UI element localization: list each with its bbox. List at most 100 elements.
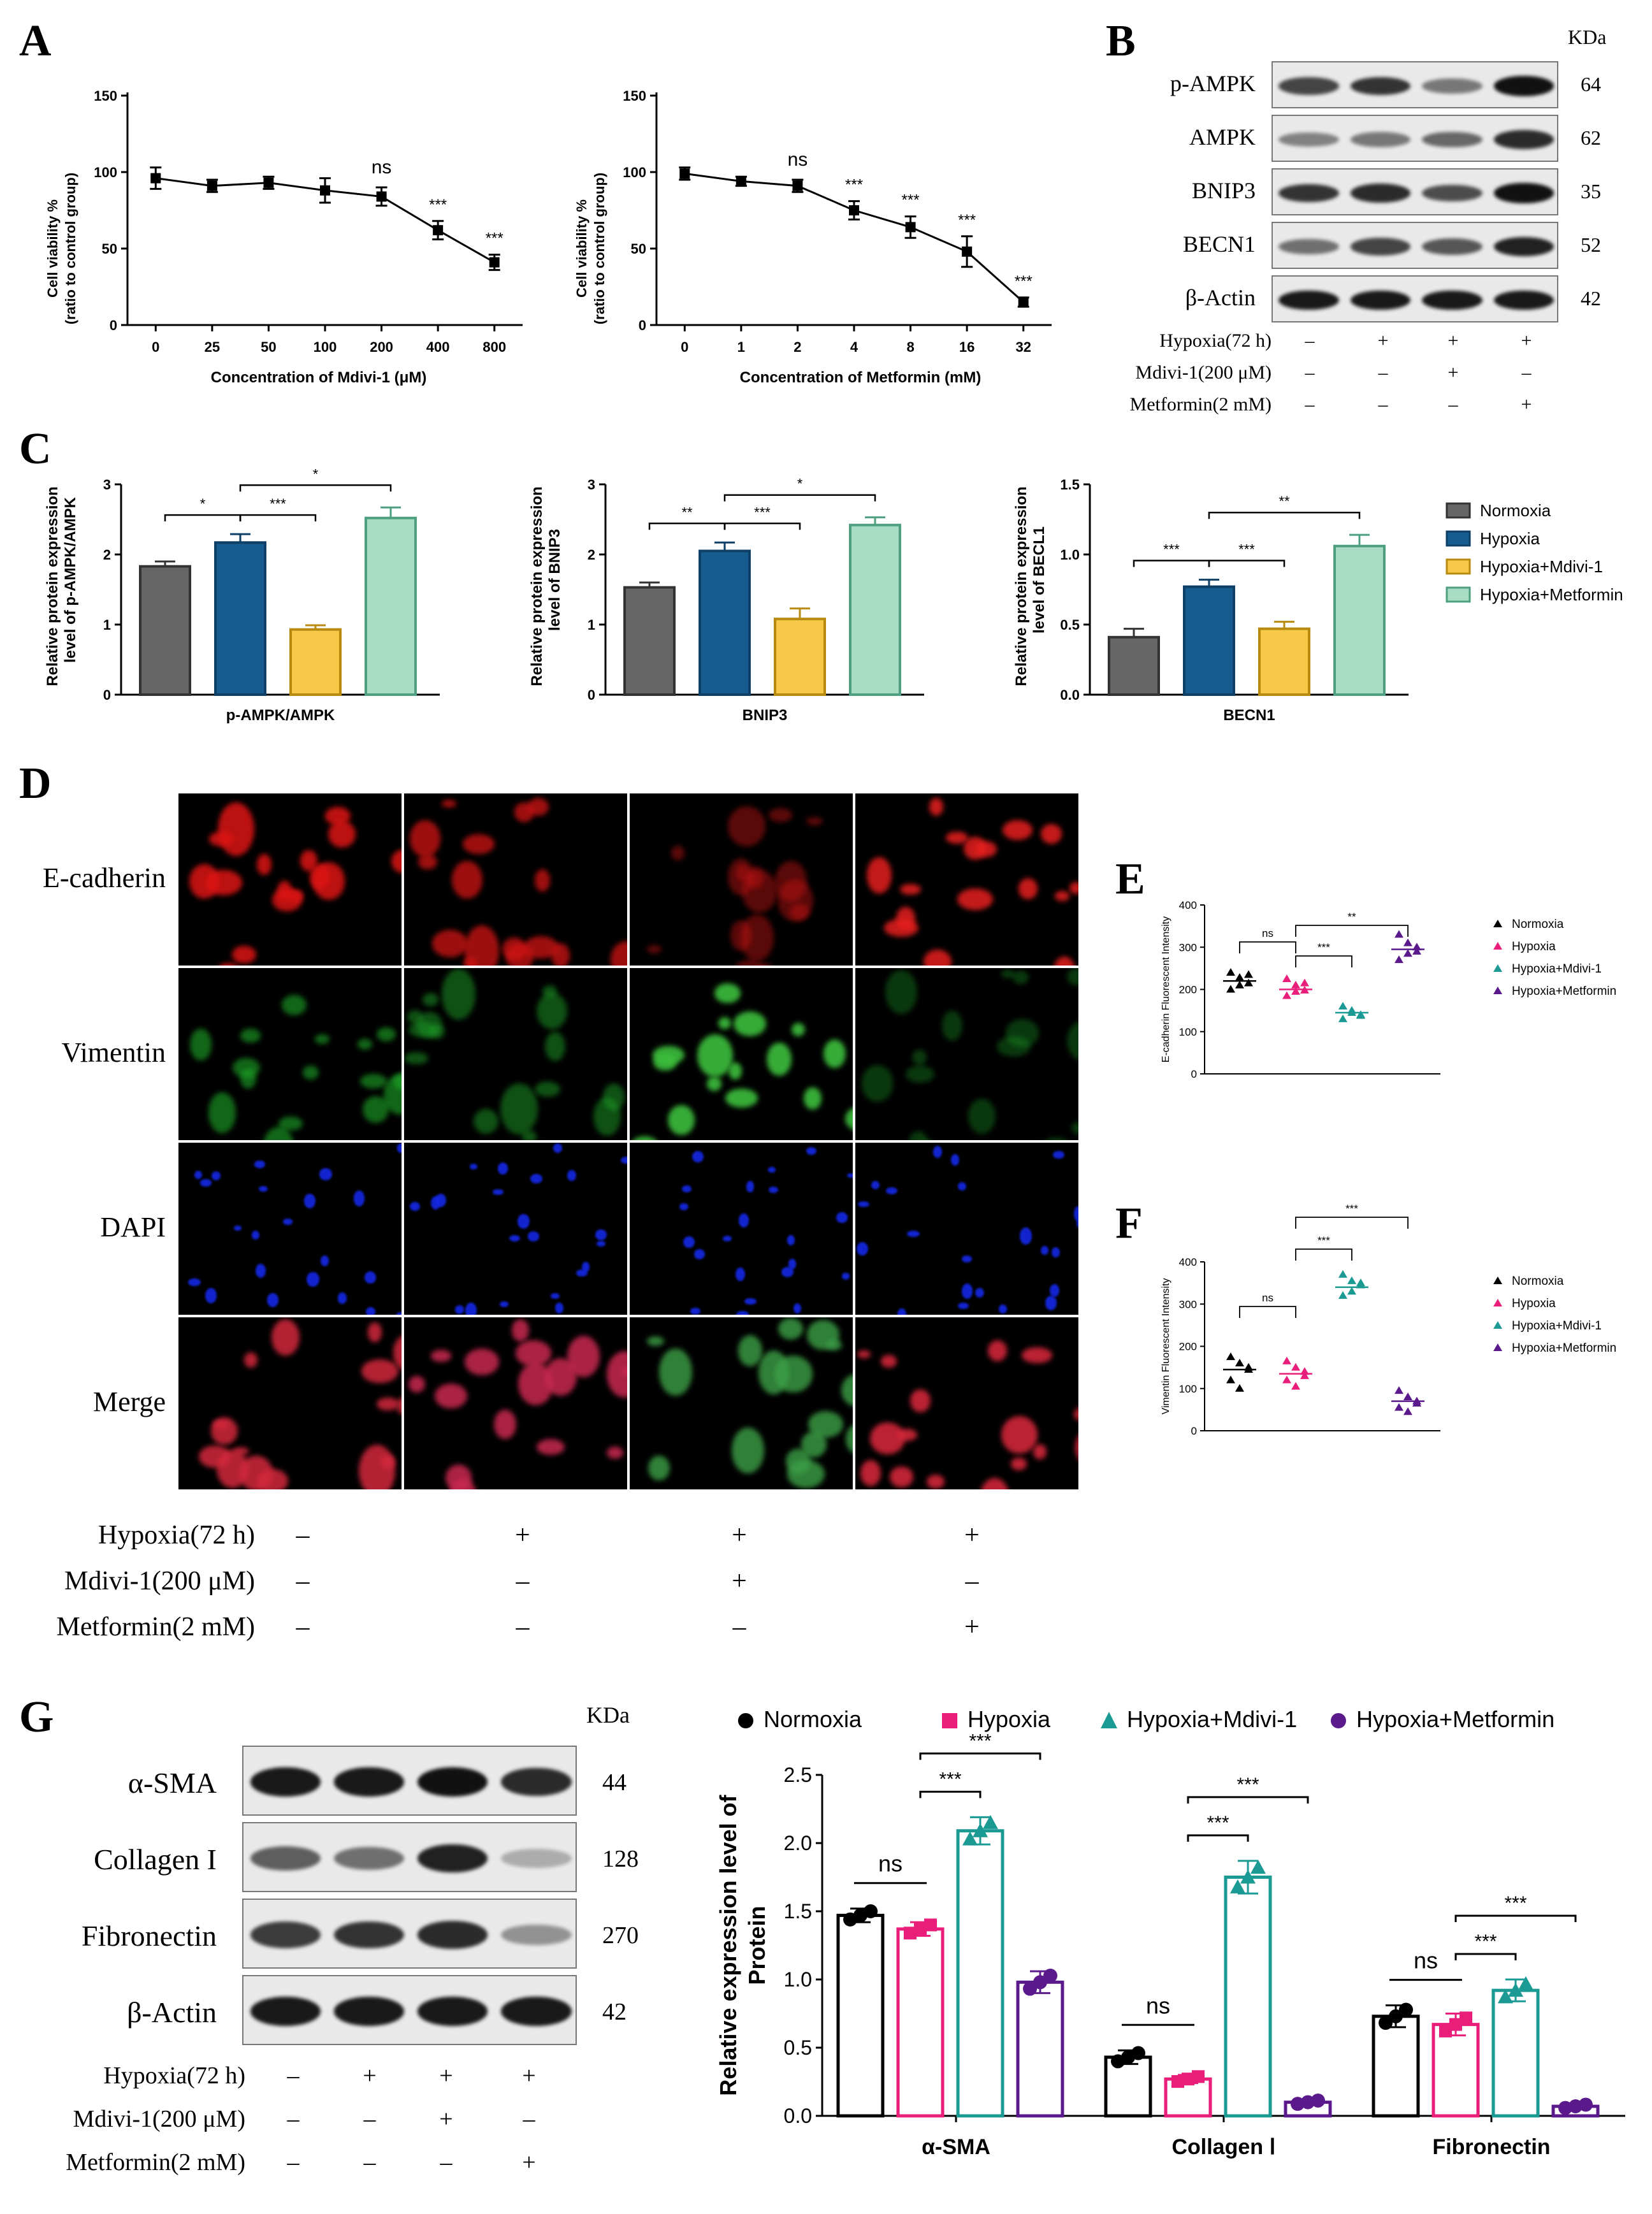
- cell-blob: [469, 1164, 478, 1170]
- y-tick-label: 1.0: [784, 1968, 812, 1991]
- y-tick-label: 2.5: [784, 1763, 812, 1786]
- cell-blob: [1076, 1216, 1078, 1230]
- legend-label: Hypoxia+Metformin: [1512, 985, 1616, 998]
- micrograph-row-label: E-cadherin: [43, 862, 166, 894]
- blot-band: [1279, 132, 1339, 147]
- blot-band: [1279, 77, 1339, 95]
- blot-band: [1350, 238, 1410, 256]
- cell-blob: [279, 1117, 303, 1131]
- y-tick-label: 100: [1179, 1383, 1197, 1395]
- x-tick-label: 400: [426, 339, 450, 355]
- data-point: [1244, 970, 1253, 978]
- cell-blob: [251, 1230, 260, 1240]
- cell-blob: [404, 1052, 429, 1064]
- data-point: [1192, 2070, 1205, 2083]
- micrograph-tile: [178, 793, 402, 966]
- cell-blob: [1073, 1206, 1078, 1222]
- cell-blob: [999, 1304, 1007, 1313]
- cell-blob: [361, 1359, 398, 1384]
- data-point: [1389, 2009, 1403, 2023]
- kda-header-g: KDa: [586, 1702, 630, 1728]
- cell-blob: [929, 798, 944, 816]
- y-axis-label: Relative protein expression: [528, 486, 546, 686]
- significance-bracket: [1454, 1914, 1577, 1922]
- data-point: [1282, 1356, 1291, 1364]
- data-point: [1023, 1981, 1037, 1996]
- data-point: [1579, 2097, 1593, 2112]
- y-tick-label: 300: [1179, 1298, 1197, 1310]
- blot-strip: [242, 1975, 577, 2045]
- cell-blob: [551, 1292, 560, 1299]
- data-point: [1403, 938, 1412, 946]
- condition-label: Mdivi-1(200 μM): [64, 1566, 255, 1596]
- x-tick-label: Collagen Ⅰ: [1171, 2135, 1275, 2159]
- cell-blob: [554, 1302, 564, 1313]
- cell-blob: [682, 1185, 692, 1192]
- blot-band: [417, 1767, 488, 1797]
- blot-band: [250, 1997, 321, 2026]
- data-point: [1240, 1869, 1256, 1884]
- cell-blob: [923, 950, 952, 966]
- condition-symbol: –: [1305, 362, 1315, 383]
- cell-blob: [393, 1335, 402, 1371]
- significance-label: ***: [902, 192, 920, 209]
- significance-label: *: [200, 496, 206, 512]
- data-point: [1356, 1278, 1365, 1287]
- cell-blob: [906, 1065, 934, 1083]
- cell-blob: [244, 1352, 257, 1368]
- y-tick-label: 3: [103, 477, 111, 493]
- y-tick-label: 0: [110, 317, 117, 333]
- bar: [1431, 2023, 1480, 2118]
- cell-blob: [530, 1174, 542, 1184]
- cell-blob: [646, 1336, 664, 1346]
- cell-blob: [544, 1032, 565, 1062]
- panel-letter-b: B: [1106, 17, 1136, 66]
- panel-c-charts: Relative protein expression level of p-AM…: [44, 466, 1623, 724]
- significance-bracket: [1208, 511, 1361, 519]
- cell-blob: [449, 1479, 477, 1489]
- condition-label: Mdivi-1(200 μM): [73, 2106, 245, 2132]
- y-tick-label: 400: [1179, 1256, 1197, 1268]
- bar: [836, 1913, 885, 2118]
- data-point: [1508, 1983, 1523, 1997]
- blot-band: [333, 1846, 404, 1870]
- bar: [849, 523, 901, 697]
- cell-blob: [516, 1340, 551, 1367]
- condition-symbol: –: [296, 1566, 310, 1596]
- blot-strip: [1272, 222, 1558, 269]
- data-point: [1235, 973, 1244, 981]
- cell-blob: [500, 1301, 509, 1307]
- cell-blob: [697, 1034, 733, 1078]
- cell-blob: [313, 862, 345, 900]
- panel-a-right-chart: Cell viability % (ratio to control group…: [574, 88, 1052, 386]
- cell-blob: [906, 1230, 920, 1237]
- cell-blob: [621, 1366, 627, 1377]
- significance-bracket: [164, 514, 242, 522]
- bar: [1104, 2055, 1152, 2118]
- blot-band: [417, 1997, 488, 2026]
- cell-blob: [320, 1255, 330, 1267]
- micrograph-tile: [855, 1317, 1078, 1489]
- legend-marker: [942, 1713, 957, 1728]
- significance-label: ***: [1015, 273, 1032, 290]
- cell-blob: [951, 1154, 960, 1166]
- cell-blob: [725, 1089, 758, 1108]
- y-tick-label: 0: [1191, 1068, 1197, 1080]
- data-point: [1226, 1352, 1235, 1361]
- significance-label: ***: [1236, 1774, 1259, 1795]
- blot-strip: [1272, 275, 1558, 322]
- x-tick-label: 8: [906, 339, 914, 355]
- data-point: [1439, 2024, 1452, 2037]
- cell-blob: [747, 865, 764, 888]
- significance-label: ***: [429, 196, 447, 213]
- significance-label: ns: [372, 157, 392, 178]
- cell-blob: [769, 808, 792, 823]
- cell-blob: [497, 1162, 509, 1175]
- blot-strip: [242, 1746, 577, 1816]
- condition-symbol: +: [964, 1521, 980, 1550]
- cell-blob: [454, 1305, 465, 1314]
- significance-bracket: [723, 494, 876, 502]
- bar: [774, 618, 826, 696]
- cell-blob: [434, 1383, 468, 1409]
- data-point: [207, 180, 217, 191]
